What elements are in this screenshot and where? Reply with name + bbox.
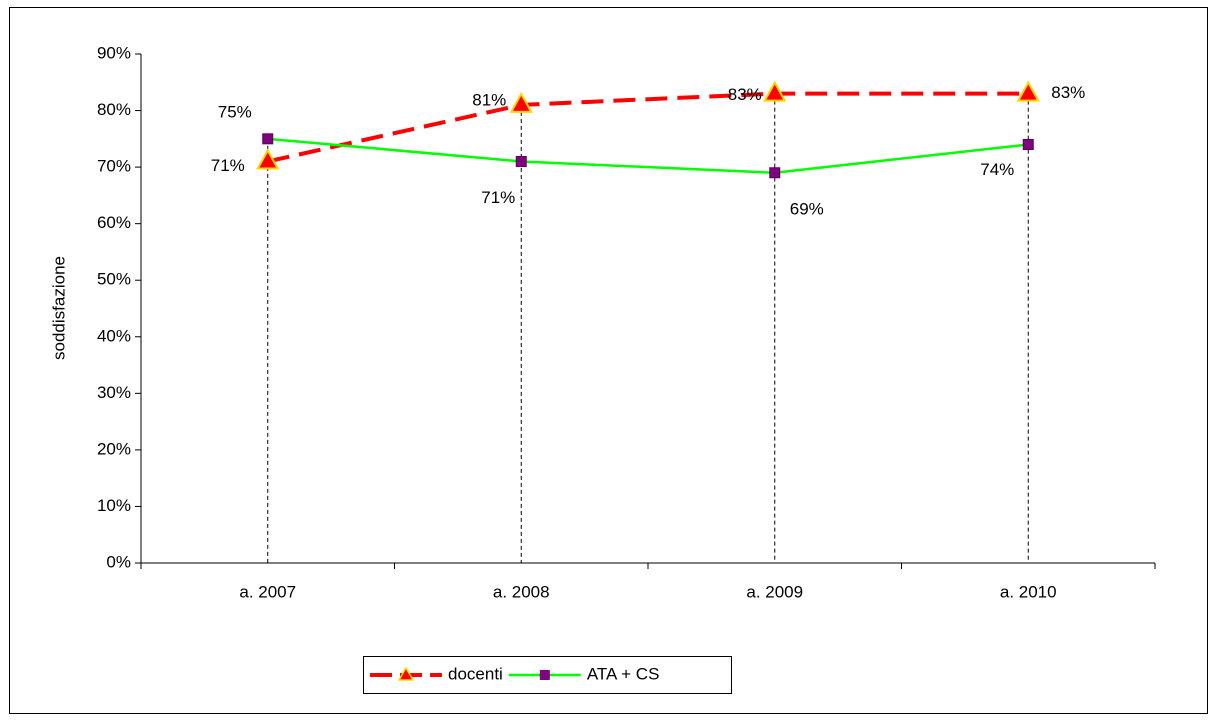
y-tick-label: 0%	[106, 552, 131, 571]
y-tick-label: 20%	[97, 439, 131, 458]
series-line	[267, 91, 1029, 164]
legend-marker	[397, 666, 415, 681]
data-label: 83%	[728, 85, 762, 104]
y-tick-label: 80%	[97, 100, 131, 119]
y-tick-label: 90%	[97, 43, 131, 62]
x-tick-label: a. 2008	[493, 582, 550, 601]
y-axis-title: soddisfazione	[49, 256, 68, 360]
legend-label: ATA + CS	[587, 664, 660, 683]
y-tick-label: 50%	[97, 270, 131, 289]
marker	[763, 80, 787, 102]
data-label: 75%	[218, 102, 252, 121]
legend-marker	[539, 670, 550, 680]
marker	[515, 155, 527, 167]
chart-frame	[9, 7, 1208, 714]
y-tick-label: 30%	[97, 383, 131, 402]
marker	[769, 167, 781, 179]
marker	[1022, 138, 1034, 150]
data-label: 71%	[211, 156, 245, 175]
data-label: 83%	[1051, 83, 1085, 102]
data-label: 81%	[472, 90, 506, 109]
marker	[509, 91, 533, 113]
data-label: 74%	[980, 160, 1014, 179]
x-tick-label: a. 2009	[746, 582, 803, 601]
data-label: 71%	[481, 188, 515, 207]
y-tick-label: 70%	[97, 157, 131, 176]
marker	[1016, 80, 1040, 102]
data-label: 69%	[790, 199, 824, 218]
marker	[262, 133, 274, 145]
y-tick-label: 40%	[97, 326, 131, 345]
series-line	[267, 137, 1029, 175]
x-tick-label: a. 2007	[239, 582, 296, 601]
y-tick-label: 10%	[97, 496, 131, 515]
y-tick-label: 60%	[97, 213, 131, 232]
legend-label: docenti	[448, 664, 503, 683]
x-tick-label: a. 2010	[1000, 582, 1057, 601]
marker	[256, 148, 280, 170]
